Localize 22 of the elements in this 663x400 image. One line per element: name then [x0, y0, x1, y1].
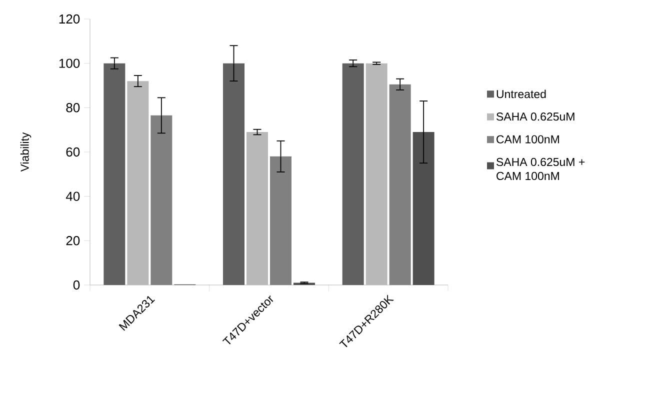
- y-tick-label: 60: [66, 147, 80, 157]
- bar: [223, 63, 245, 285]
- bar: [150, 115, 172, 285]
- y-tick-label: 20: [66, 236, 80, 246]
- legend-label: SAHA 0.625uM: [496, 112, 574, 121]
- bar: [270, 156, 292, 285]
- y-tick-label: 0: [73, 280, 80, 290]
- y-tick-label: 80: [66, 103, 80, 112]
- bar: [389, 84, 411, 285]
- legend-label: CAM 100nM: [496, 135, 559, 144]
- y-tick-label: 100: [59, 58, 80, 68]
- legend-label: Untreated: [496, 90, 546, 98]
- bar: [246, 132, 268, 285]
- y-tick-label: 40: [66, 192, 80, 201]
- y-axis-title: Viability: [20, 132, 32, 172]
- bar: [104, 63, 126, 285]
- bar: [127, 81, 149, 285]
- legend-label: SAHA 0.625uM + CAM 100nM: [496, 158, 585, 180]
- y-tick-label: 120: [59, 14, 80, 24]
- bar: [412, 132, 434, 285]
- bar: [366, 63, 388, 285]
- bar: [342, 63, 364, 285]
